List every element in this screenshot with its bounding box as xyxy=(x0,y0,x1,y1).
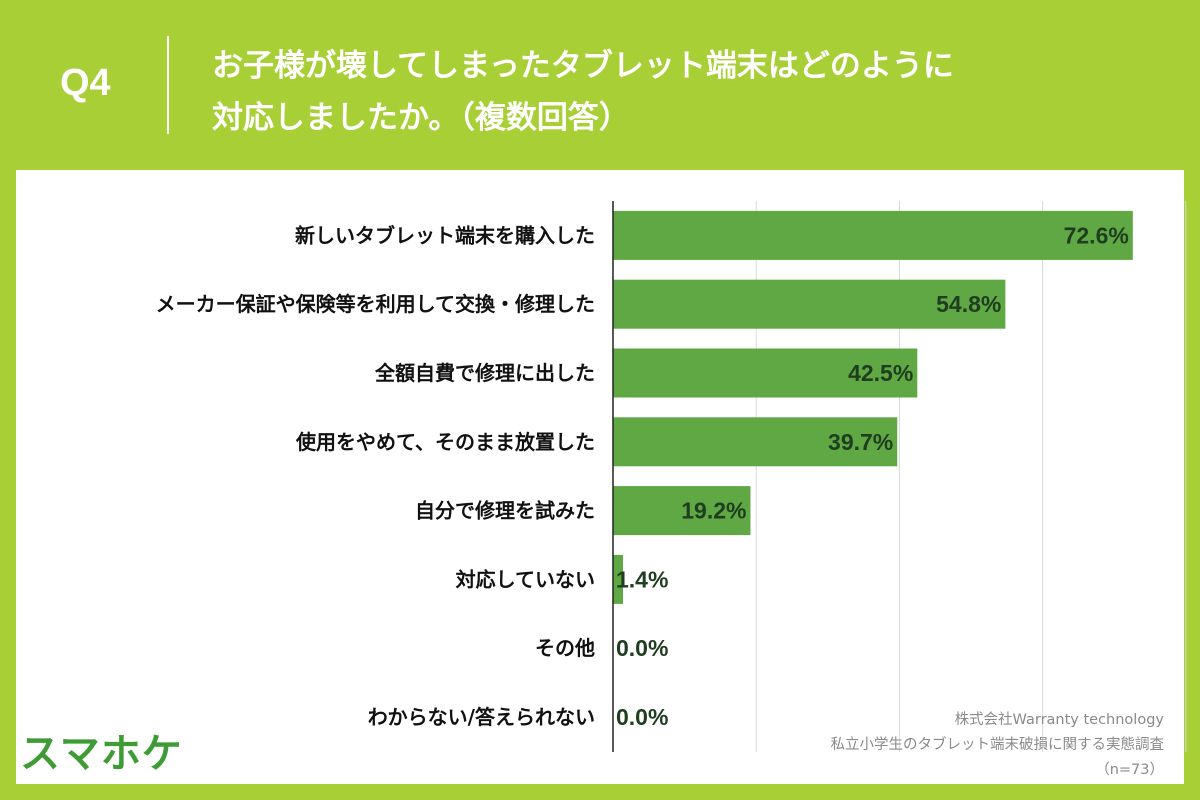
category-label: 使用をやめて、そのまま放置した xyxy=(295,430,595,454)
bar xyxy=(613,486,751,536)
bar xyxy=(613,210,1133,260)
question-title: お子様が壊してしまったタブレット端末はどのように 対応しましたか。（複数回答） xyxy=(212,40,1172,144)
category-label: 新しいタブレット端末を購入した xyxy=(295,223,595,247)
bar xyxy=(613,348,918,398)
question-title-line2: 対応しましたか。（複数回答） xyxy=(212,100,630,136)
source-note: 株式会社Warranty technology 私立小学生のタブレット端末破損に… xyxy=(831,708,1165,783)
header: Q4 お子様が壊してしまったタブレット端末はどのように 対応しましたか。（複数回… xyxy=(0,0,1200,168)
category-label: わからない/答えられない xyxy=(368,705,595,729)
source-sample-size: （n=73） xyxy=(1095,762,1164,778)
value-label: 54.8% xyxy=(936,291,1001,317)
question-title-line1: お子様が壊してしまったタブレット端末はどのように xyxy=(212,48,954,84)
source-survey: 私立小学生のタブレット端末破損に関する実態調査 xyxy=(830,737,1165,753)
logo-text: スマホケ xyxy=(20,731,183,777)
value-label: 0.0% xyxy=(616,704,668,730)
value-labels: 72.6% 54.8% 42.5% 39.7% 19.2% 1.4% 0.0% 0.0% xyxy=(616,222,1129,730)
category-label: 自分で修理を試みた xyxy=(415,499,595,523)
category-label: その他 xyxy=(535,636,595,660)
value-label: 0.0% xyxy=(616,635,668,661)
chart-panel xyxy=(16,170,1184,784)
category-label: 対応していない xyxy=(455,567,595,591)
source-company: 株式会社Warranty technology xyxy=(954,712,1164,728)
category-label: メーカー保証や保険等を利用して交換・修理した xyxy=(156,292,595,316)
bars xyxy=(613,210,1133,604)
question-number: Q4 xyxy=(60,62,111,104)
bar xyxy=(613,279,1006,329)
header-divider xyxy=(167,36,169,134)
bar xyxy=(613,554,624,604)
category-labels: 新しいタブレット端末を購入したメーカー保証や保険等を利用して交換・修理した全額自… xyxy=(156,223,595,729)
bar xyxy=(613,417,898,467)
brand-logo: スマホケ xyxy=(20,724,183,777)
value-label: 19.2% xyxy=(681,498,746,524)
category-label: 全額自費で修理に出した xyxy=(374,361,595,385)
value-label: 42.5% xyxy=(848,360,913,386)
value-label: 72.6% xyxy=(1064,222,1129,248)
value-label: 1.4% xyxy=(616,566,668,592)
value-label: 39.7% xyxy=(828,429,893,455)
